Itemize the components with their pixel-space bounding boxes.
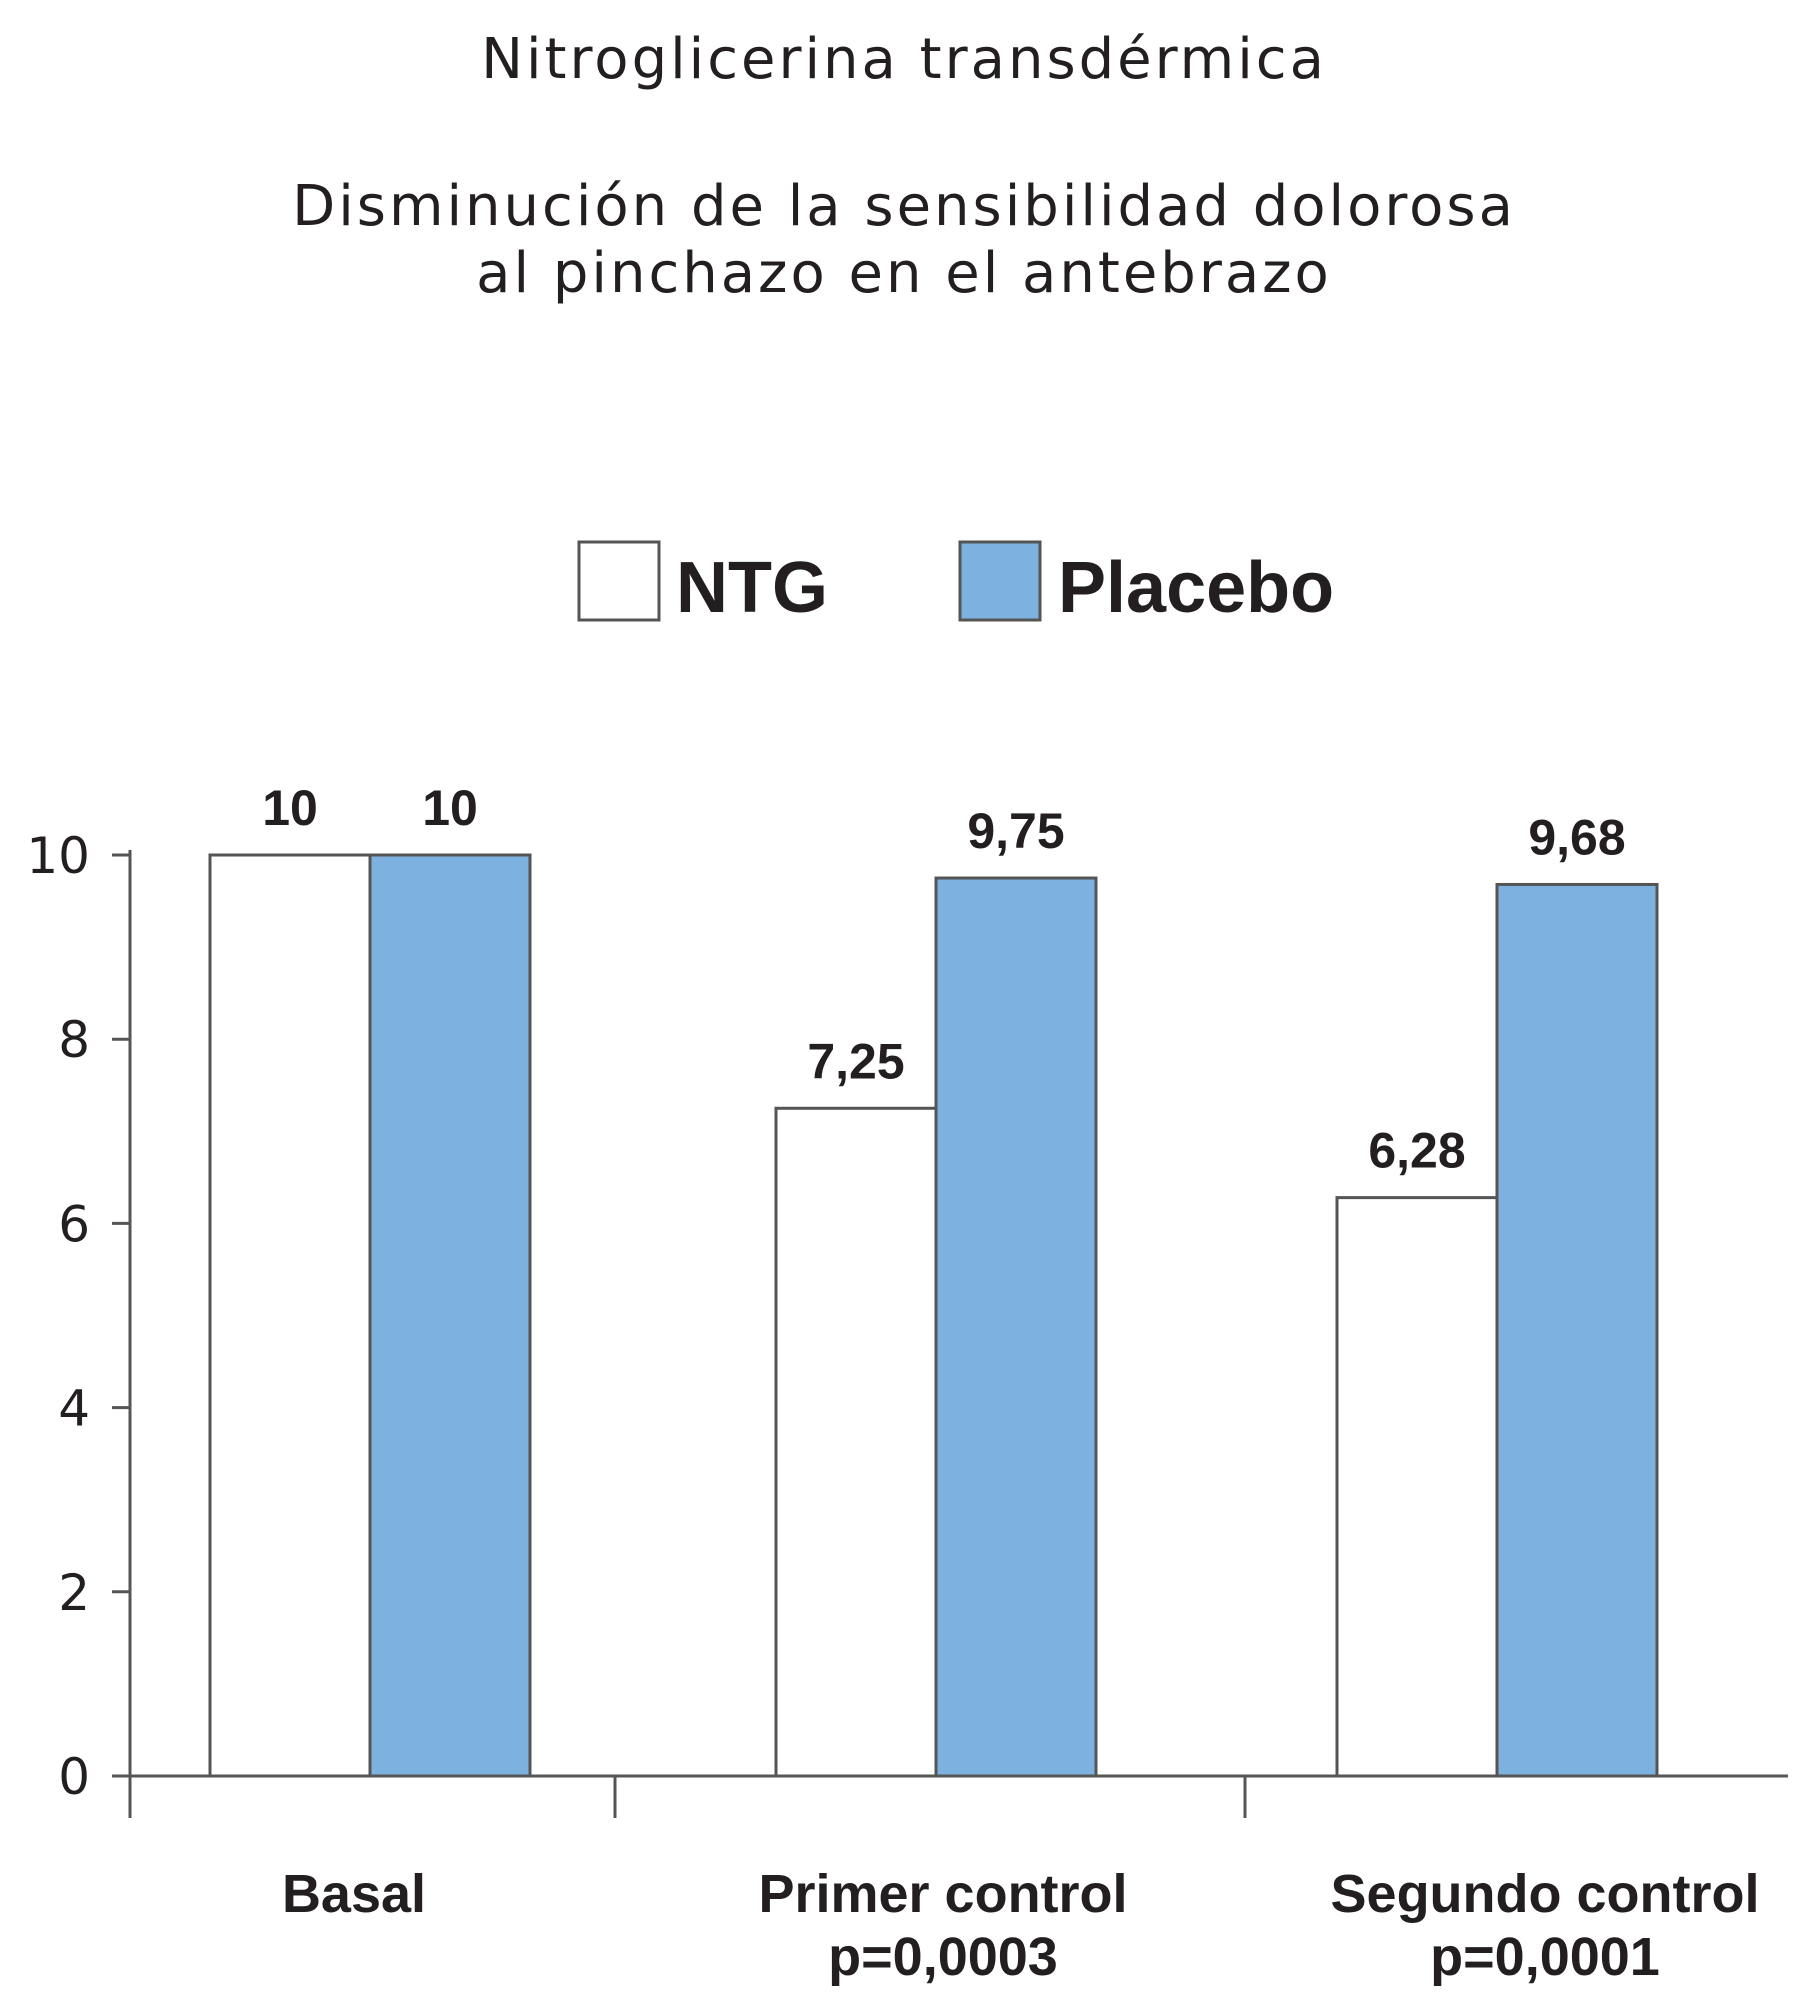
bar-ntg-3 xyxy=(1335,1196,1499,1778)
chart-title: Nitroglicerina transdérmica xyxy=(481,27,1327,92)
legend-swatch-placebo xyxy=(958,540,1042,622)
bar-placebo-2 xyxy=(934,876,1098,1778)
category-label-1: Basal xyxy=(282,1864,426,1924)
chart-subtitle-line-1: Disminución de la sensibilidad dolorosa xyxy=(292,174,1516,239)
data-label-placebo-3: 9,68 xyxy=(1528,809,1625,865)
bar-ntg-1 xyxy=(208,853,372,1778)
data-label-ntg-3: 6,28 xyxy=(1368,1123,1465,1179)
y-tick-label-8: 8 xyxy=(58,1011,90,1069)
bars xyxy=(208,853,1659,1778)
y-tick-label-10: 10 xyxy=(26,827,90,885)
y-tick-label-0: 0 xyxy=(58,1748,90,1806)
data-label-ntg-1: 10 xyxy=(262,780,318,836)
bar-placebo-3 xyxy=(1495,882,1659,1778)
y-tick-label-2: 2 xyxy=(58,1564,90,1622)
legend-swatch-ntg xyxy=(577,540,661,622)
category-label-3: Segundo control xyxy=(1331,1864,1760,1924)
legend-label-ntg: NTG xyxy=(676,548,828,628)
legend: NTG Placebo xyxy=(577,540,1334,628)
category-note-3: p=0,0001 xyxy=(1430,1927,1660,1987)
data-label-placebo-2: 9,75 xyxy=(967,803,1064,859)
category-label-2: Primer control xyxy=(758,1864,1127,1924)
category-note-2: p=0,0003 xyxy=(828,1927,1058,1987)
data-label-placebo-1: 10 xyxy=(422,780,478,836)
chart-subtitle-line-2: al pinchazo en el antebrazo xyxy=(476,241,1332,306)
data-label-ntg-2: 7,25 xyxy=(807,1033,904,1089)
bar-ntg-2 xyxy=(774,1106,938,1778)
y-tick-label-6: 6 xyxy=(58,1195,90,1253)
bar-placebo-1 xyxy=(368,853,532,1778)
y-tick-label-4: 4 xyxy=(58,1380,90,1438)
legend-label-placebo: Placebo xyxy=(1058,548,1334,628)
